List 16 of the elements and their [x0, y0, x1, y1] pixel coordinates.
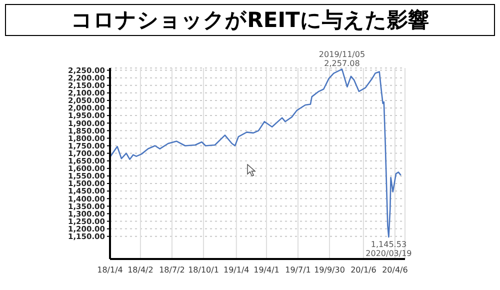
- x-tick-label: 20/1/6: [350, 266, 376, 275]
- x-tick-label: 18/1/4: [97, 266, 123, 275]
- annotation: 2019/11/05: [318, 50, 366, 60]
- annotation: 2020/03/19: [366, 249, 412, 258]
- x-tick-label: 18/10/1: [188, 266, 219, 275]
- chart-title: コロナショックがREITに与えた影響: [5, 4, 495, 36]
- x-tick-label: 18/4/2: [128, 266, 154, 275]
- line-series: [110, 68, 402, 238]
- annotation: 2,257.08: [324, 59, 360, 68]
- x-tick-label: 18/7/2: [159, 266, 185, 275]
- x-tick-label: 19/9/30: [314, 266, 345, 275]
- x-tick-label: 19/7/1: [285, 266, 311, 275]
- annotation: 1,145.53: [370, 240, 407, 250]
- x-tick-label: 19/4/1: [254, 266, 280, 275]
- x-tick-label: 19/1/4: [224, 266, 250, 275]
- x-tick-label: 20/4/6: [382, 266, 408, 275]
